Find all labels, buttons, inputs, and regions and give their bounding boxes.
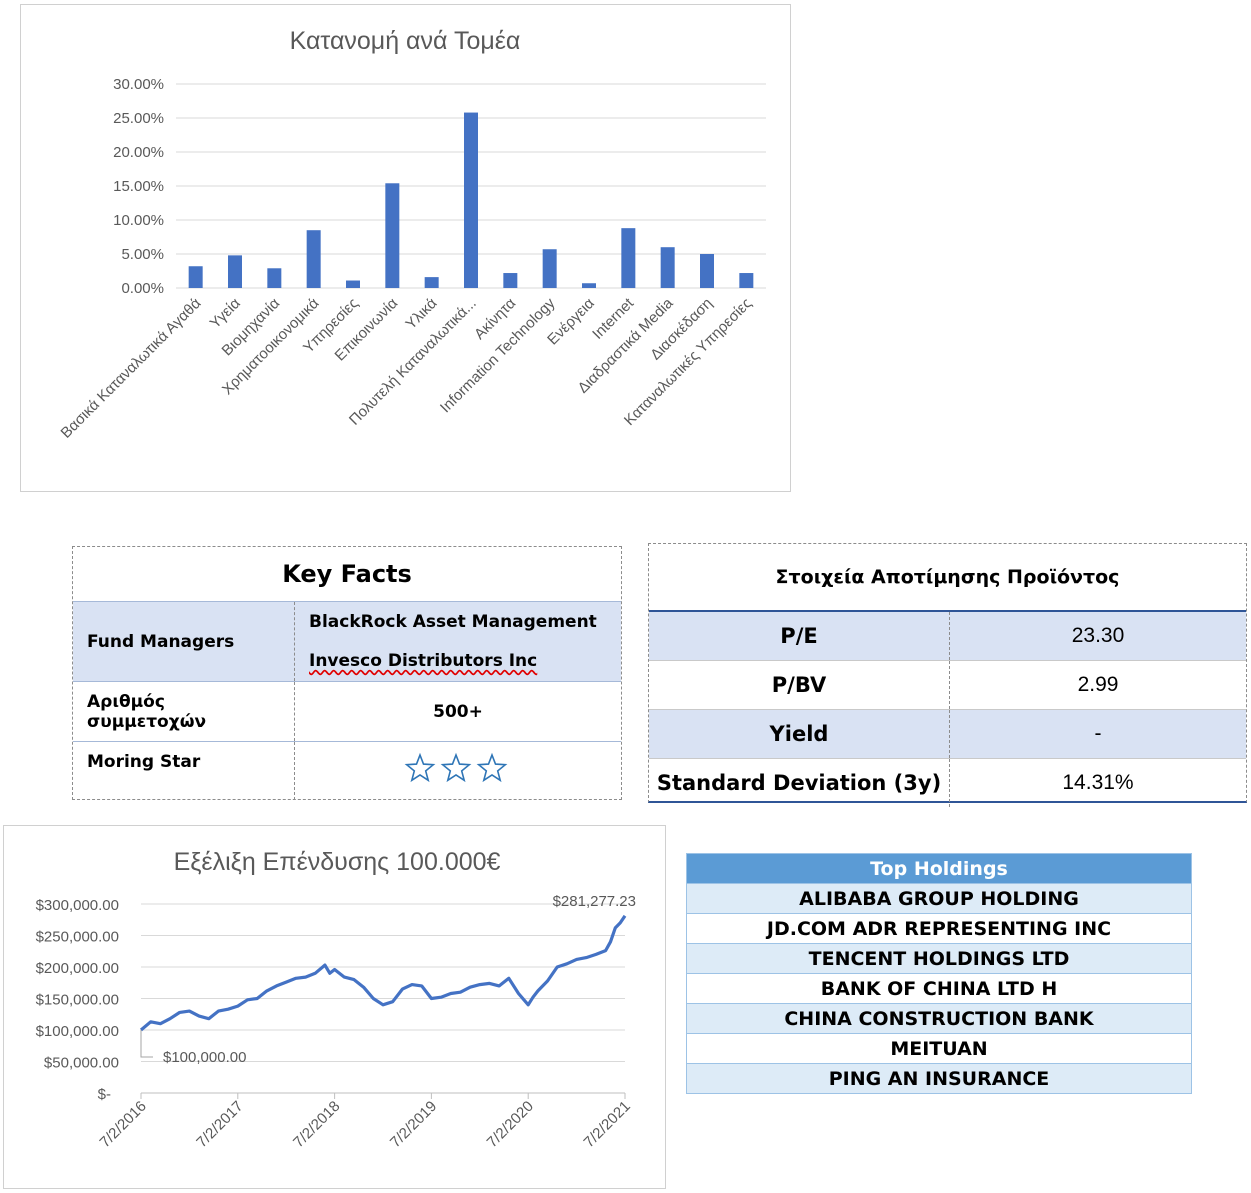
- bar: [346, 280, 360, 288]
- y-tick-label: $300,000.00: [36, 897, 119, 914]
- sector-bar-chart: Κατανομή ανά Τομέα 0.00% 5.00% 10.00% 15.00…: [58, 27, 766, 442]
- y-tick-label: $50,000.00: [44, 1055, 119, 1072]
- x-tick-label: 7/2/2019: [387, 1098, 440, 1151]
- key-facts-title: Key Facts: [282, 560, 412, 588]
- bar: [424, 277, 439, 288]
- star-icon: [404, 753, 436, 783]
- bar: [660, 247, 675, 288]
- y-tick-label: 10.00%: [113, 212, 164, 229]
- holding-item: BANK OF CHINA LTD H: [686, 973, 1192, 1004]
- morningstar-label: Moring Star: [73, 741, 295, 800]
- end-value-label: $281,277.23: [553, 893, 636, 910]
- y-tick-label: 0.00%: [121, 280, 164, 297]
- stdev-value: 14.31%: [949, 758, 1246, 807]
- sector-chart-title: Κατανομή ανά Τομέα: [290, 27, 521, 55]
- top-holdings-table: Top Holdings ALIBABA GROUP HOLDING JD.CO…: [686, 853, 1192, 1101]
- x-tick-label: 7/2/2020: [484, 1098, 537, 1151]
- holding-item: JD.COM ADR REPRESENTING INC: [686, 913, 1192, 944]
- holding-item: CHINA CONSTRUCTION BANK: [686, 1003, 1192, 1034]
- pbv-label: P/BV: [649, 660, 950, 710]
- bar: [582, 283, 596, 288]
- x-category-label: Βασικά Καταναλωτικά Αγαθά: [58, 295, 205, 442]
- holdings-count-value: 500+: [294, 681, 621, 742]
- holding-item: ALIBABA GROUP HOLDING: [686, 883, 1192, 914]
- growth-chart-panel: Εξέλιξη Επένδυσης 100.000€ $- $50,000.00 $…: [3, 825, 666, 1189]
- y-tick-label: $150,000.00: [36, 992, 119, 1009]
- valuation-table: Στοιχεία Αποτίμησης Προϊόντος P/E 23.30 …: [648, 543, 1247, 807]
- y-tick-label: 20.00%: [113, 144, 164, 161]
- fund-manager-2: Invesco Distributors Inc: [309, 650, 538, 671]
- yield-label: Yield: [649, 709, 950, 759]
- sector-chart-panel: Κατανομή ανά Τομέα 0.00% 5.00% 10.00% 15.00…: [20, 4, 791, 492]
- holding-item: TENCENT HOLDINGS LTD: [686, 943, 1192, 974]
- key-facts-table: Key Facts Fund Managers BlackRock Asset …: [72, 546, 622, 800]
- y-tick-label: 30.00%: [113, 76, 164, 93]
- x-tick-label: 7/2/2016: [97, 1098, 150, 1151]
- start-value-label: $100,000.00: [163, 1049, 246, 1066]
- bar: [228, 255, 242, 288]
- x-tick-label: 7/2/2018: [290, 1098, 343, 1151]
- morningstar-rating: [294, 741, 621, 800]
- fund-managers-label: Fund Managers: [73, 601, 295, 682]
- bar: [700, 254, 714, 288]
- y-tick-label: 15.00%: [113, 178, 164, 195]
- pe-value: 23.30: [949, 610, 1246, 661]
- bar: [267, 268, 282, 288]
- y-tick-label: $200,000.00: [36, 960, 119, 977]
- bar: [385, 183, 400, 288]
- y-tick-label: $-: [98, 1086, 111, 1103]
- start-label-leader: [140, 1030, 153, 1058]
- y-tick-label: 25.00%: [113, 110, 164, 127]
- pbv-value: 2.99: [949, 660, 1246, 710]
- stdev-label: Standard Deviation (3y): [649, 758, 950, 807]
- fund-manager-1: BlackRock Asset Management: [309, 611, 597, 632]
- y-tick-label: $100,000.00: [36, 1023, 119, 1040]
- y-tick-label: 5.00%: [121, 246, 164, 263]
- growth-chart-title: Εξέλιξη Επένδυσης 100.000€: [174, 848, 501, 876]
- bar: [621, 228, 636, 288]
- star-icon: [440, 753, 472, 783]
- holding-item: MEITUAN: [686, 1033, 1192, 1064]
- valuation-title: Στοιχεία Αποτίμησης Προϊόντος: [649, 544, 1246, 612]
- growth-line-chart: Εξέλιξη Επένδυσης 100.000€ $- $50,000.00 $…: [36, 848, 636, 1151]
- x-tick-label: 7/2/2017: [193, 1098, 246, 1151]
- bar: [188, 266, 203, 288]
- x-tick-label: 7/2/2021: [581, 1098, 634, 1151]
- growth-series-line: [139, 914, 627, 1032]
- top-holdings-title: Top Holdings: [686, 853, 1192, 884]
- bar: [464, 112, 478, 288]
- star-rating: [404, 753, 508, 783]
- bar: [542, 249, 557, 288]
- y-tick-label: $250,000.00: [36, 929, 119, 946]
- bar: [739, 273, 754, 288]
- pe-label: P/E: [649, 610, 950, 661]
- holdings-count-label: Αριθμός συμμετοχών: [73, 681, 295, 742]
- yield-value: -: [949, 709, 1246, 759]
- bar: [306, 230, 321, 288]
- bar: [503, 273, 518, 288]
- holding-item: PING AN INSURANCE: [686, 1063, 1192, 1094]
- star-icon: [476, 753, 508, 783]
